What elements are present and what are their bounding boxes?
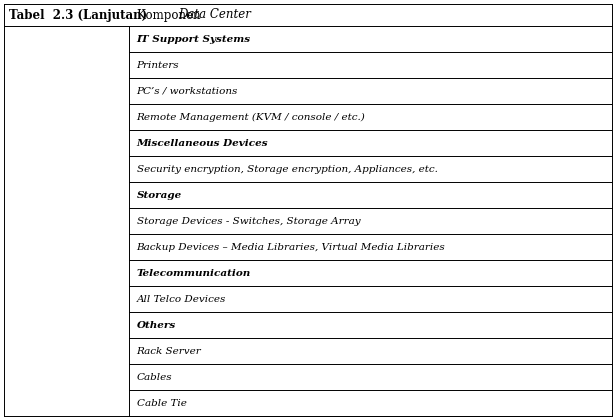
Text: PC’s / workstations: PC’s / workstations (137, 87, 238, 95)
Text: Storage: Storage (137, 191, 182, 200)
Text: Cable Tie: Cable Tie (137, 399, 187, 407)
Text: Security encryption, Storage encryption, Appliances, etc.: Security encryption, Storage encryption,… (137, 165, 437, 173)
Text: Remote Management (KVM / console / etc.): Remote Management (KVM / console / etc.) (137, 113, 365, 121)
Text: Printers: Printers (137, 60, 179, 69)
Text: IT Support Systems: IT Support Systems (137, 34, 251, 44)
Text: Storage Devices - Switches, Storage Array: Storage Devices - Switches, Storage Arra… (137, 216, 360, 226)
Text: Komponen: Komponen (137, 8, 204, 21)
Text: Backup Devices – Media Libraries, Virtual Media Libraries: Backup Devices – Media Libraries, Virtua… (137, 242, 445, 252)
Text: All Telco Devices: All Telco Devices (137, 294, 226, 304)
Text: Cables: Cables (137, 373, 172, 381)
Text: Others: Others (137, 320, 176, 330)
Text: Miscellaneous Devices: Miscellaneous Devices (137, 139, 268, 147)
Text: Tabel  2.3 (Lanjutan): Tabel 2.3 (Lanjutan) (9, 8, 147, 21)
Text: Rack Server: Rack Server (137, 346, 201, 355)
Text: Data Center: Data Center (178, 8, 251, 21)
Text: Telecommunication: Telecommunication (137, 268, 251, 278)
